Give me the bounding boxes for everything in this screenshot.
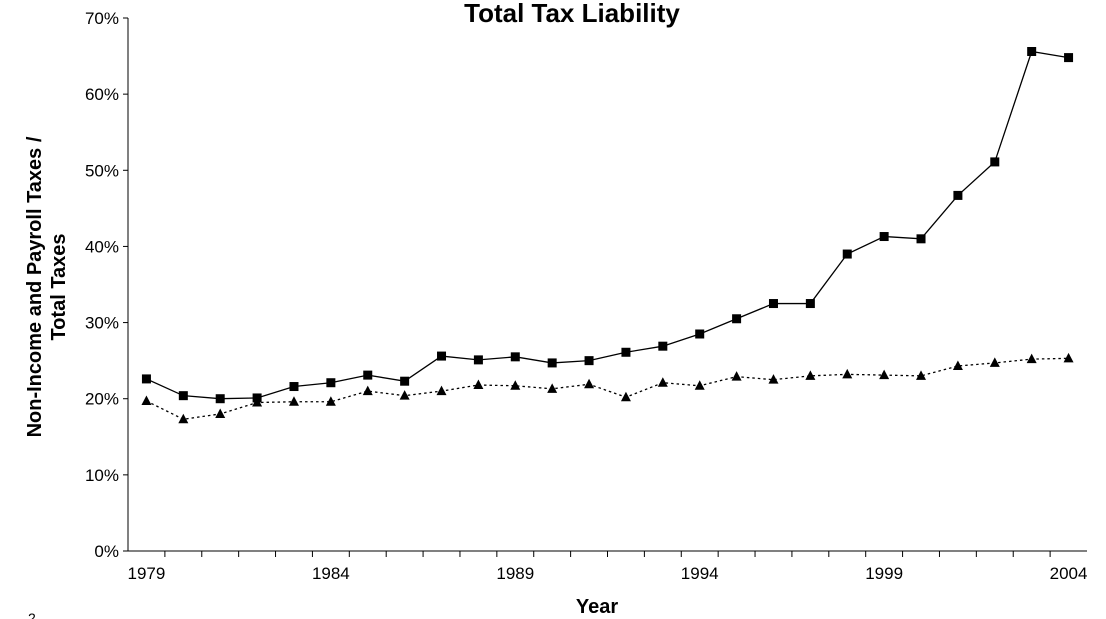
series-1-square-point [178, 391, 188, 401]
series-1-square-point [805, 299, 815, 309]
series-2-triangle-point [362, 385, 373, 396]
x-tick-label: 1979 [128, 564, 166, 583]
series-2-triangle-point [879, 369, 890, 380]
y-axis-ticks: 0% 10% 20% 30% 40% 50% 60% 70% [85, 9, 128, 561]
series-2-triangle-point [620, 391, 631, 402]
series-2-triangle-point [1026, 353, 1037, 364]
series-2-triangle-point [952, 360, 963, 370]
series-2-triangle-point [436, 385, 447, 396]
series-2-triangle-point [252, 397, 263, 407]
series-1-square-point [547, 358, 557, 368]
y-axis-title: Non-Income and Payroll Taxes / Total Tax… [24, 136, 70, 437]
series-2-triangle-point [325, 396, 336, 406]
x-tick-label: 1984 [312, 564, 350, 583]
series-1-square-point [916, 234, 926, 244]
x-tick-label: 2004 [1050, 564, 1088, 583]
series-1-square-point [842, 249, 852, 259]
series-1-square-point [400, 376, 410, 386]
series-2-triangle-point [547, 383, 558, 393]
series-1-square-point [990, 157, 1000, 167]
series-markers [141, 47, 1074, 424]
series-2-triangle-point [399, 390, 410, 400]
series-1-line [146, 50, 1069, 400]
series-2-triangle-point [768, 374, 779, 384]
series-2-triangle-point [805, 370, 816, 380]
series-2-triangle-point [731, 371, 742, 381]
series-2-triangle-point [288, 396, 299, 406]
series-1-square-point [732, 314, 742, 324]
x-axis-title: Year [576, 596, 618, 618]
series-2-triangle-point [694, 380, 705, 390]
series-1-square-point [695, 329, 705, 339]
series-1-square-point [1064, 53, 1074, 63]
x-tick-label: 1994 [681, 564, 719, 583]
y-tick-label: 40% [85, 237, 119, 256]
series-1-square-point [621, 347, 631, 357]
chart-title: Total Tax Liability [464, 0, 680, 28]
y-tick-label: 0% [94, 542, 119, 561]
series-2-triangle-point [657, 377, 668, 387]
series-1-square-point [768, 299, 778, 309]
series-2-triangle-point [989, 357, 1000, 367]
series-1-square-point [953, 190, 963, 200]
y-tick-label: 50% [85, 161, 119, 180]
y-tick-label: 20% [85, 390, 119, 409]
series-2-triangle-point [584, 378, 595, 389]
x-tick-label: 1989 [496, 564, 534, 583]
series-1-square-point [363, 370, 373, 380]
series-2-triangle-point [215, 408, 226, 418]
series-2-triangle-point [510, 380, 521, 390]
y-tick-label: 30% [85, 314, 119, 333]
series-lines [146, 50, 1069, 420]
series-1-square-point [658, 341, 668, 351]
series-1-square-point [473, 355, 483, 365]
series-2-triangle-point [178, 413, 189, 424]
y-axis-title-line-2: Total Taxes [48, 233, 70, 340]
y-axis-title-line-1: Non-Income and Payroll Taxes / [24, 136, 46, 437]
series-1-square-point [879, 232, 889, 242]
series-1-square-point [510, 352, 520, 362]
y-tick-label: 70% [85, 9, 119, 28]
y-tick-label: 60% [85, 85, 119, 104]
series-2-triangle-point [141, 395, 152, 405]
series-1-square-point [326, 378, 336, 388]
x-axis-ticks: 1979 1984 1989 1994 1999 2004 [128, 551, 1088, 583]
series-1-square-point [215, 394, 225, 404]
x-tick-label: 1999 [865, 564, 903, 583]
series-2-triangle-point [1063, 352, 1074, 363]
series-1-square-point [1027, 47, 1037, 57]
series-2-triangle-point [473, 379, 484, 390]
y-tick-label: 10% [85, 466, 119, 485]
series-1-square-point [289, 382, 299, 392]
stray-fragment-text: 2 [28, 610, 36, 619]
series-2-triangle-point [916, 370, 927, 380]
series-1-square-point [141, 374, 151, 384]
series-1-square-point [584, 356, 594, 366]
series-2-line [146, 357, 1069, 420]
series-1-square-point [437, 351, 447, 361]
series-2-triangle-point [842, 368, 853, 379]
